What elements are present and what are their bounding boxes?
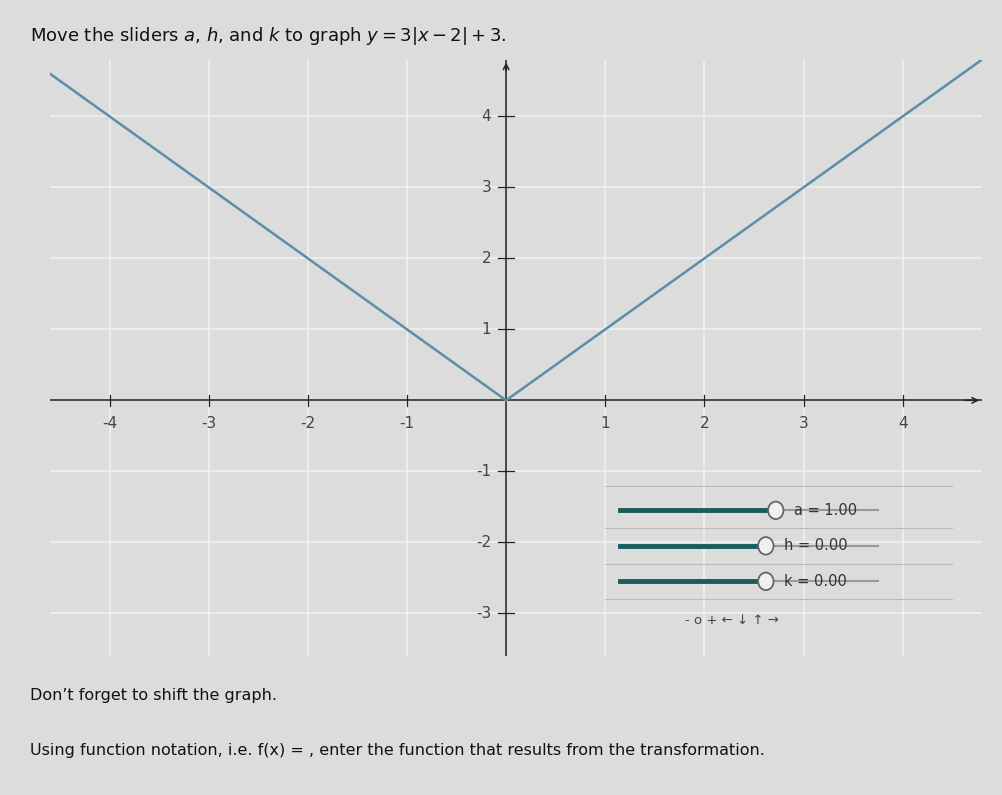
Text: Move the sliders $a$, $h$, and $k$ to graph $y = 3|x - 2| + 3$.: Move the sliders $a$, $h$, and $k$ to gr… [30,25,507,48]
Text: 3: 3 [799,416,809,431]
Text: a = 1.00: a = 1.00 [794,503,857,518]
Text: 3: 3 [482,180,491,195]
Text: k = 0.00: k = 0.00 [784,574,847,589]
Text: -1: -1 [476,463,491,479]
Text: Don’t forget to shift the graph.: Don’t forget to shift the graph. [30,688,278,703]
Text: -4: -4 [102,416,117,431]
Text: -3: -3 [201,416,216,431]
Text: 1: 1 [600,416,610,431]
Text: 2: 2 [482,251,491,266]
Text: 4: 4 [482,109,491,124]
Text: Using function notation, i.e. f(x) = , enter the function that results from the : Using function notation, i.e. f(x) = , e… [30,743,765,758]
Text: 4: 4 [898,416,908,431]
Text: -3: -3 [476,606,491,621]
Text: -2: -2 [301,416,316,431]
Text: -1: -1 [400,416,415,431]
Text: h = 0.00: h = 0.00 [784,538,848,553]
Text: 1: 1 [482,322,491,337]
Text: 2: 2 [699,416,709,431]
Text: - o + ← ↓ ↑ →: - o + ← ↓ ↑ → [684,614,779,627]
Text: -2: -2 [476,535,491,550]
